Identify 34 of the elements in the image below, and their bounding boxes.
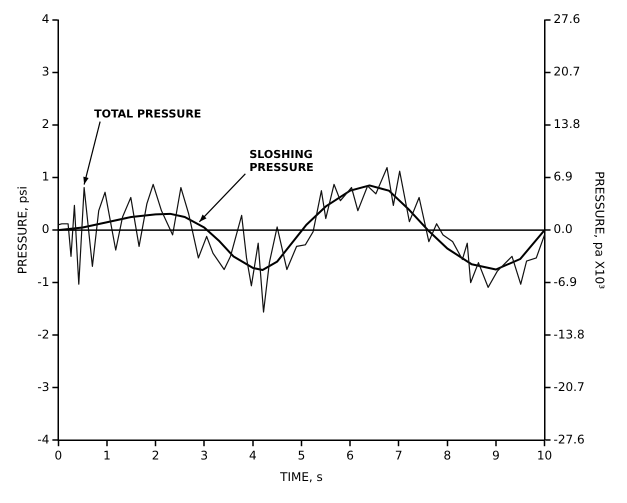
y-tick-label: -2 bbox=[37, 327, 50, 342]
y-tick-label: -1 bbox=[37, 274, 50, 289]
x-axis-title: TIME, s bbox=[279, 470, 323, 484]
y2-tick-label: -6.9 bbox=[554, 274, 577, 289]
x-tick-label: 0 bbox=[54, 448, 62, 463]
y-tick-label: -3 bbox=[37, 380, 50, 394]
annotation: SLOSHING PRESSURE bbox=[249, 148, 314, 174]
x-tick-label: 5 bbox=[298, 448, 306, 463]
y2-axis-title: PRESSURE, pa X10³ bbox=[592, 171, 607, 290]
y-tick-label: 3 bbox=[42, 64, 50, 79]
y-tick-label: 2 bbox=[42, 117, 50, 132]
x-tick-label: 7 bbox=[394, 448, 403, 463]
x-tick-label: 1 bbox=[103, 448, 111, 463]
y-tick-label: 4 bbox=[42, 12, 50, 26]
x-tick-label: 2 bbox=[152, 448, 160, 463]
annotation: TOTAL PRESSURE bbox=[94, 108, 202, 121]
y2-tick-label: 0.0 bbox=[554, 222, 573, 236]
x-tick-label: 6 bbox=[346, 448, 354, 463]
y2-tick-label: -13.8 bbox=[554, 327, 585, 342]
y-axis-title: PRESSURE, psi bbox=[15, 186, 30, 274]
y2-tick-label: 13.8 bbox=[554, 117, 580, 132]
x-tick-label: 4 bbox=[249, 448, 257, 463]
y-tick-label: -4 bbox=[37, 432, 50, 446]
y-tick-label: 0 bbox=[42, 222, 50, 236]
y2-tick-label: 20.7 bbox=[554, 64, 580, 79]
y2-tick-label: -27.6 bbox=[554, 432, 585, 446]
y2-tick-label: 27.6 bbox=[554, 12, 580, 26]
x-tick-label: 8 bbox=[443, 448, 452, 463]
x-tick-label: 10 bbox=[536, 448, 552, 463]
y2-tick-label: -20.7 bbox=[554, 380, 585, 394]
y-tick-label: 1 bbox=[42, 170, 50, 184]
x-tick-label: 9 bbox=[492, 448, 500, 463]
x-tick-label: 3 bbox=[200, 448, 208, 463]
y2-tick-label: 6.9 bbox=[554, 170, 573, 184]
